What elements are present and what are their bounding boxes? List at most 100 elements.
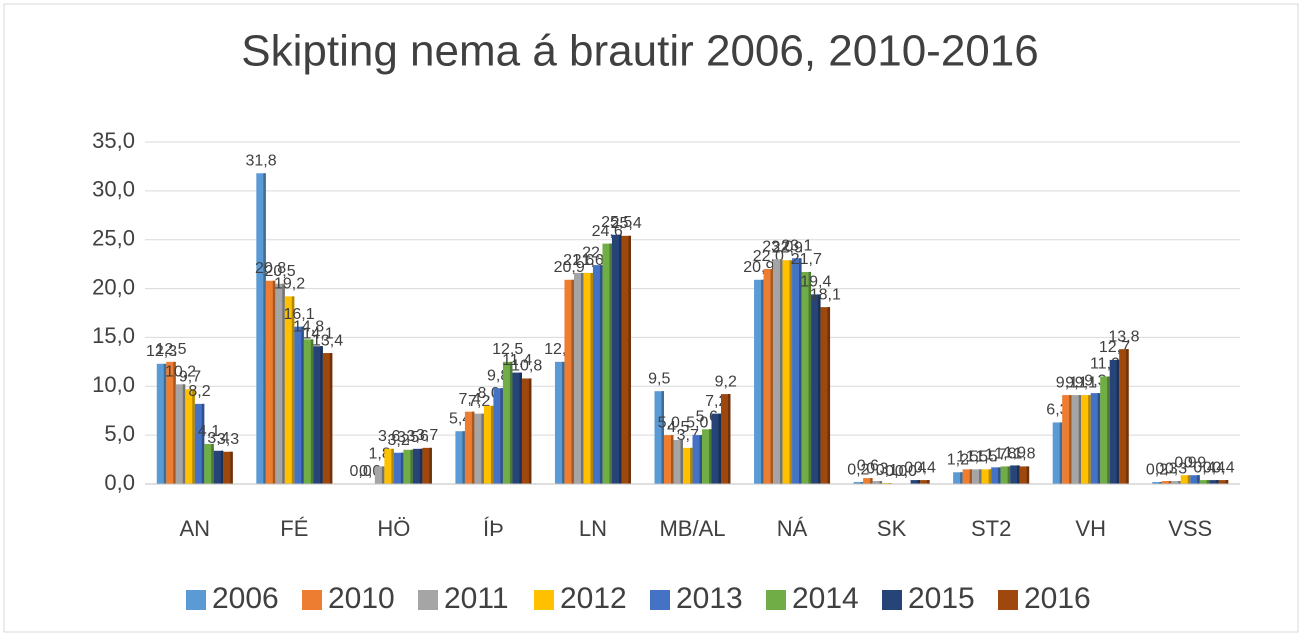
bar-side bbox=[960, 472, 963, 484]
data-label: 3,6 bbox=[378, 428, 400, 445]
x-tick-label: SK bbox=[877, 516, 907, 541]
bar-side bbox=[310, 339, 314, 484]
bar bbox=[773, 259, 783, 484]
legend-swatch bbox=[302, 590, 322, 610]
bar-side bbox=[808, 271, 812, 484]
bar-side bbox=[818, 294, 821, 484]
bar bbox=[602, 243, 612, 484]
data-label: 9,7 bbox=[179, 368, 201, 385]
bar-side bbox=[770, 269, 774, 484]
legend-swatch bbox=[998, 590, 1018, 610]
data-label: 31,8 bbox=[245, 152, 276, 169]
legend-label: 2014 bbox=[792, 582, 859, 615]
data-label: 1,5 bbox=[966, 449, 988, 466]
bar-side bbox=[860, 482, 864, 484]
data-label: 12,5 bbox=[492, 341, 523, 358]
x-tick-label: VH bbox=[1075, 516, 1106, 541]
chart-title: Skipting nema á brautir 2006, 2010-2016 bbox=[241, 27, 1038, 76]
data-label: 19,4 bbox=[800, 274, 831, 291]
bar bbox=[721, 394, 731, 484]
data-label: 1,7 bbox=[985, 447, 1007, 464]
bar-side bbox=[1225, 480, 1229, 484]
bar-side bbox=[1178, 481, 1181, 484]
data-label: 21,6 bbox=[573, 252, 604, 269]
data-label: 20,5 bbox=[264, 263, 295, 280]
data-label: 4,5 bbox=[667, 419, 689, 436]
bar bbox=[1071, 395, 1082, 484]
bar bbox=[664, 435, 674, 484]
bar bbox=[313, 346, 323, 484]
bar-side bbox=[263, 173, 266, 485]
legend-swatch bbox=[650, 590, 670, 610]
bar-side bbox=[1187, 475, 1191, 484]
bar-side bbox=[988, 469, 992, 484]
bar-side bbox=[690, 447, 693, 484]
data-label: 0,4 bbox=[1203, 459, 1225, 476]
bar-side bbox=[301, 326, 304, 484]
legend-label: 2016 bbox=[1024, 582, 1091, 615]
data-label: 8,2 bbox=[188, 383, 210, 400]
x-tick-label: NÁ bbox=[777, 516, 808, 541]
bar bbox=[322, 353, 333, 484]
legend-swatch bbox=[534, 590, 554, 610]
bar bbox=[621, 235, 631, 484]
bar-side bbox=[182, 384, 186, 484]
data-label: 0,9 bbox=[1184, 454, 1206, 471]
x-tick-label: AN bbox=[179, 516, 210, 541]
bar-side bbox=[220, 450, 224, 484]
bar bbox=[792, 258, 802, 484]
bar bbox=[393, 452, 404, 484]
bar-side bbox=[163, 363, 167, 484]
bar bbox=[502, 361, 513, 484]
bar-side bbox=[1197, 475, 1200, 484]
data-label: 16,1 bbox=[283, 306, 314, 323]
bar-side bbox=[291, 296, 295, 484]
bar bbox=[284, 296, 295, 484]
data-label: 0,4 bbox=[914, 459, 936, 476]
x-tick-label: VSS bbox=[1168, 516, 1212, 541]
bar bbox=[1100, 376, 1110, 484]
bar bbox=[654, 391, 664, 484]
x-tick-label: ST2 bbox=[971, 516, 1011, 541]
bar-side bbox=[272, 280, 276, 484]
data-label: 1,9 bbox=[1004, 445, 1026, 462]
bar-side bbox=[1069, 395, 1072, 484]
legend-label: 2015 bbox=[908, 582, 975, 615]
bar-side bbox=[211, 443, 214, 484]
bar bbox=[573, 272, 584, 484]
bar bbox=[455, 431, 465, 484]
data-label: 5,0 bbox=[686, 414, 708, 431]
y-tick-label: 10,0 bbox=[92, 372, 135, 397]
bar-side bbox=[1116, 359, 1120, 484]
x-tick-label: MB/AL bbox=[659, 516, 725, 541]
data-label: 0,4 bbox=[1193, 459, 1215, 476]
bar-side bbox=[699, 435, 702, 484]
bar bbox=[1081, 395, 1091, 484]
bar-side bbox=[1017, 465, 1020, 484]
data-label: 0,3 bbox=[1155, 460, 1177, 477]
data-label: 0,3 bbox=[866, 460, 888, 477]
bar bbox=[564, 279, 574, 484]
bar-side bbox=[471, 411, 475, 484]
bar bbox=[1109, 359, 1120, 484]
bar bbox=[872, 481, 883, 484]
bar bbox=[853, 482, 864, 484]
data-label: 1,5 bbox=[975, 449, 997, 466]
bar bbox=[384, 448, 394, 484]
x-tick-label: LN bbox=[579, 516, 607, 541]
chart-border bbox=[3, 3, 1299, 633]
data-label: 5,0 bbox=[658, 414, 680, 431]
bar bbox=[493, 388, 503, 484]
bar bbox=[374, 466, 385, 484]
bar-side bbox=[1216, 480, 1219, 484]
bar bbox=[256, 173, 266, 485]
data-label: 13,4 bbox=[312, 332, 343, 349]
bar-side bbox=[173, 361, 176, 484]
bar bbox=[1019, 466, 1030, 484]
data-label: 0,0 bbox=[349, 463, 371, 480]
data-label: 3,4 bbox=[207, 430, 229, 447]
data-label: 0,2 bbox=[847, 461, 869, 478]
bar-side bbox=[400, 452, 404, 484]
legend-label: 2006 bbox=[212, 582, 279, 615]
bar-side bbox=[230, 451, 233, 484]
